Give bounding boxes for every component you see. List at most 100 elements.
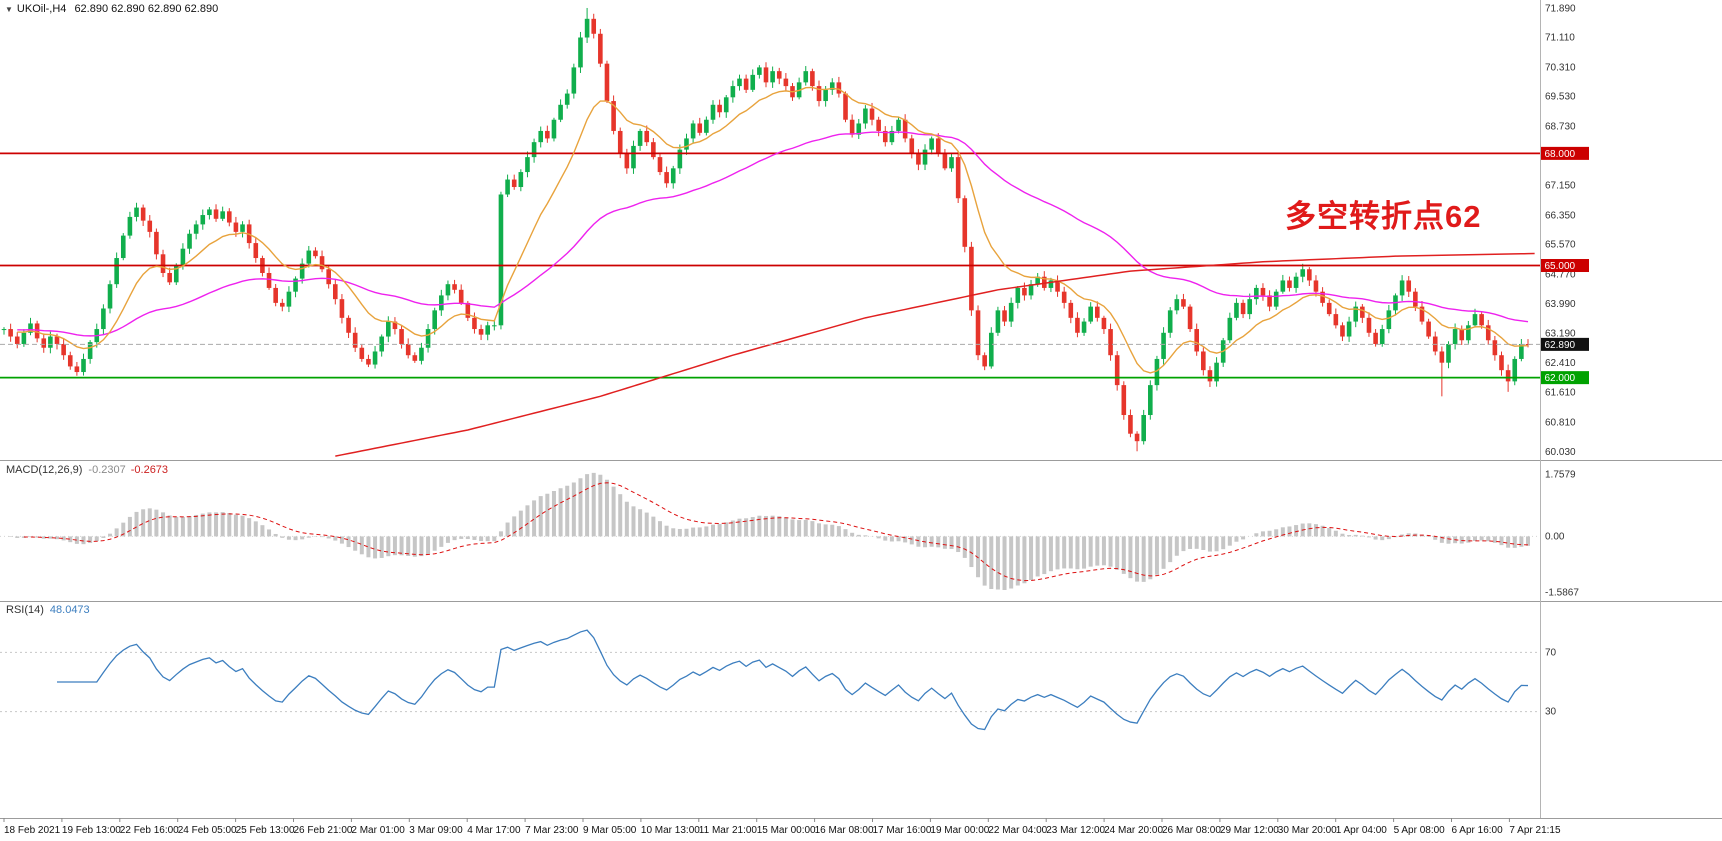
candle-body — [1280, 280, 1286, 292]
candle-body — [1386, 310, 1392, 330]
candle-body — [1128, 415, 1133, 434]
candle-body — [173, 265, 179, 283]
candle-body — [637, 130, 643, 146]
symbol-info-bar: ▼ UKOil-,H4 62.890 62.890 62.890 62.890 — [5, 3, 218, 15]
candle-body — [293, 278, 298, 292]
candle-body — [770, 71, 775, 83]
price-badge-62.890 — [1541, 337, 1589, 351]
candle-body — [525, 157, 530, 173]
candle-body — [273, 287, 278, 303]
candle-body — [419, 347, 424, 361]
candle-body — [737, 78, 742, 87]
x-axis-label: 4 Mar 17:00 — [467, 825, 521, 836]
candle-body — [1101, 317, 1107, 330]
candle-body — [346, 317, 351, 333]
candle-body — [1333, 314, 1339, 326]
candle-body — [982, 355, 987, 367]
y-axis-tick: 71.890 — [1545, 3, 1576, 14]
x-axis-label: 26 Feb 21:00 — [294, 825, 353, 836]
x-axis-label: 24 Mar 20:00 — [1104, 825, 1163, 836]
candle-body — [1055, 280, 1060, 292]
y-axis-tick: 65.570 — [1545, 240, 1576, 251]
candle-body — [107, 284, 113, 309]
candle-body — [339, 299, 345, 318]
candle-body — [1307, 269, 1312, 281]
x-axis-label: 22 Feb 16:00 — [120, 825, 179, 836]
candle-body — [584, 18, 590, 38]
y-axis-tick: 61.610 — [1545, 388, 1576, 399]
candle-body — [87, 342, 93, 359]
candle-body — [1154, 358, 1160, 386]
candle-body — [1114, 355, 1120, 386]
candle-body — [154, 231, 159, 255]
candle-body — [1068, 302, 1074, 318]
candle-body — [783, 78, 789, 87]
candle-body — [405, 344, 411, 356]
macd-signal-line — [23, 482, 1529, 582]
candle-body — [220, 211, 225, 219]
candle-body — [1485, 325, 1491, 341]
candle-body — [995, 310, 1001, 333]
candle-body — [1459, 329, 1465, 341]
candle-body — [81, 358, 86, 373]
candle-body — [54, 336, 60, 344]
candle-body — [604, 63, 610, 102]
candle-body — [1413, 291, 1418, 307]
price-badge-label: 62.890 — [1545, 340, 1576, 351]
x-axis-label: 25 Feb 13:00 — [236, 825, 295, 836]
x-axis-label: 2 Mar 01:00 — [351, 825, 405, 836]
candle-body — [1095, 306, 1100, 318]
candle-body — [988, 332, 994, 367]
candle-body — [1174, 299, 1180, 311]
candle-body — [399, 329, 404, 344]
candle-body — [843, 93, 848, 120]
candle-body — [1061, 291, 1067, 303]
candle-body — [723, 97, 729, 113]
candle-body — [286, 291, 292, 307]
y-axis-tick: 66.350 — [1545, 211, 1576, 222]
candle-body — [1426, 321, 1431, 337]
candle-body — [1300, 269, 1306, 277]
candle-body — [1519, 344, 1524, 359]
candle-body — [697, 123, 703, 133]
annotation-text[interactable]: 多空转折点62 — [1285, 199, 1482, 234]
candle-body — [1260, 287, 1266, 296]
candle-body — [889, 130, 895, 143]
candle-body — [366, 358, 371, 365]
candle-body — [140, 207, 146, 221]
candle-body — [14, 336, 20, 344]
candle-body — [392, 321, 398, 330]
macd-axis-min: -1.5867 — [1545, 587, 1579, 598]
candle-body — [1267, 295, 1272, 307]
price-badge-62.000 — [1541, 371, 1589, 385]
candle-body — [617, 130, 623, 154]
candle-body — [386, 321, 391, 337]
candle-body — [326, 269, 331, 285]
candle-body — [372, 351, 378, 365]
candle-body — [949, 157, 954, 169]
candle-body — [909, 138, 915, 154]
candle-body — [127, 216, 133, 236]
candle-body — [266, 272, 272, 288]
rsi-level-label: 70 — [1545, 647, 1557, 658]
x-axis-label: 23 Mar 12:00 — [1046, 825, 1105, 836]
candle-body — [1446, 344, 1451, 363]
x-axis-label: 26 Mar 08:00 — [1162, 825, 1221, 836]
candle-body — [1472, 314, 1478, 326]
candle-body — [160, 254, 166, 273]
candle-body — [465, 302, 471, 318]
candle-body — [823, 89, 828, 102]
candle-body — [333, 284, 338, 300]
one-click-trading-arrow[interactable]: ▼ — [5, 5, 13, 14]
candle-body — [41, 338, 47, 348]
price-badge-label: 68.000 — [1545, 149, 1576, 160]
candle-body — [717, 104, 722, 113]
candle-body — [863, 108, 868, 124]
candle-body — [187, 233, 192, 249]
candle-body — [551, 119, 557, 139]
candle-body — [1366, 317, 1372, 333]
candle-body — [876, 119, 881, 131]
candle-body — [1214, 362, 1219, 382]
candle-body — [531, 142, 537, 158]
